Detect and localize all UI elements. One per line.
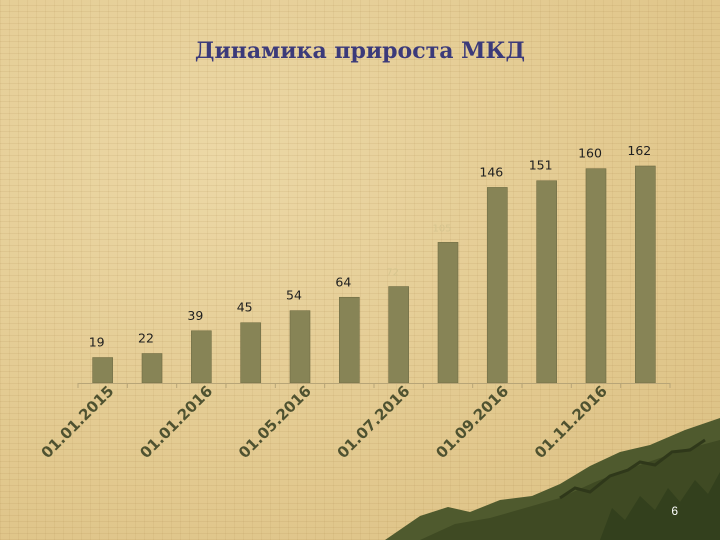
- bar-9: [536, 180, 557, 384]
- data-label-2: 39: [187, 308, 203, 323]
- chart-title: Динамика прироста МКД: [194, 38, 526, 64]
- x-tick-label-6: 01.07.2016: [334, 382, 414, 462]
- bar-1: [141, 353, 163, 384]
- data-labels-group: 19 22 39 45 54 64 72 105 146 151 160 162: [89, 143, 652, 350]
- x-tick-label-10: 01.11.2016: [531, 382, 611, 462]
- x-tick-labels: 01.01.2015 01.01.2016 01.05.2016 01.07.2016…: [38, 382, 611, 462]
- data-label-6: 72: [386, 268, 399, 279]
- data-label-10: 160: [578, 146, 602, 161]
- bar-10: [585, 168, 607, 384]
- data-label-0: 19: [89, 335, 105, 350]
- data-label-4: 54: [286, 288, 302, 303]
- data-label-3: 45: [237, 300, 253, 315]
- bar-7: [437, 242, 459, 384]
- data-label-7: 105: [432, 223, 451, 234]
- mountain-decoration: [385, 418, 720, 540]
- bar-11: [635, 165, 656, 384]
- x-axis: [77, 383, 671, 388]
- bars-group: [92, 165, 656, 384]
- bar-5: [339, 296, 360, 384]
- bar-4: [289, 310, 311, 384]
- data-label-8: 146: [479, 164, 503, 179]
- bar-2: [191, 330, 212, 384]
- x-tick-label-8: 01.09.2016: [432, 382, 512, 462]
- x-tick-label-4: 01.05.2016: [235, 382, 315, 462]
- data-label-5: 64: [335, 274, 351, 289]
- x-tick-label-0: 01.01.2015: [38, 382, 118, 462]
- x-tick-label-2: 01.01.2016: [136, 382, 216, 462]
- bar-8: [487, 187, 508, 384]
- data-label-1: 22: [138, 331, 154, 346]
- bar-0: [92, 357, 113, 384]
- data-label-11: 162: [627, 143, 651, 158]
- data-label-9: 151: [529, 158, 553, 173]
- page-number: 6: [671, 504, 678, 518]
- bar-6: [388, 286, 409, 384]
- bar-3: [240, 322, 261, 384]
